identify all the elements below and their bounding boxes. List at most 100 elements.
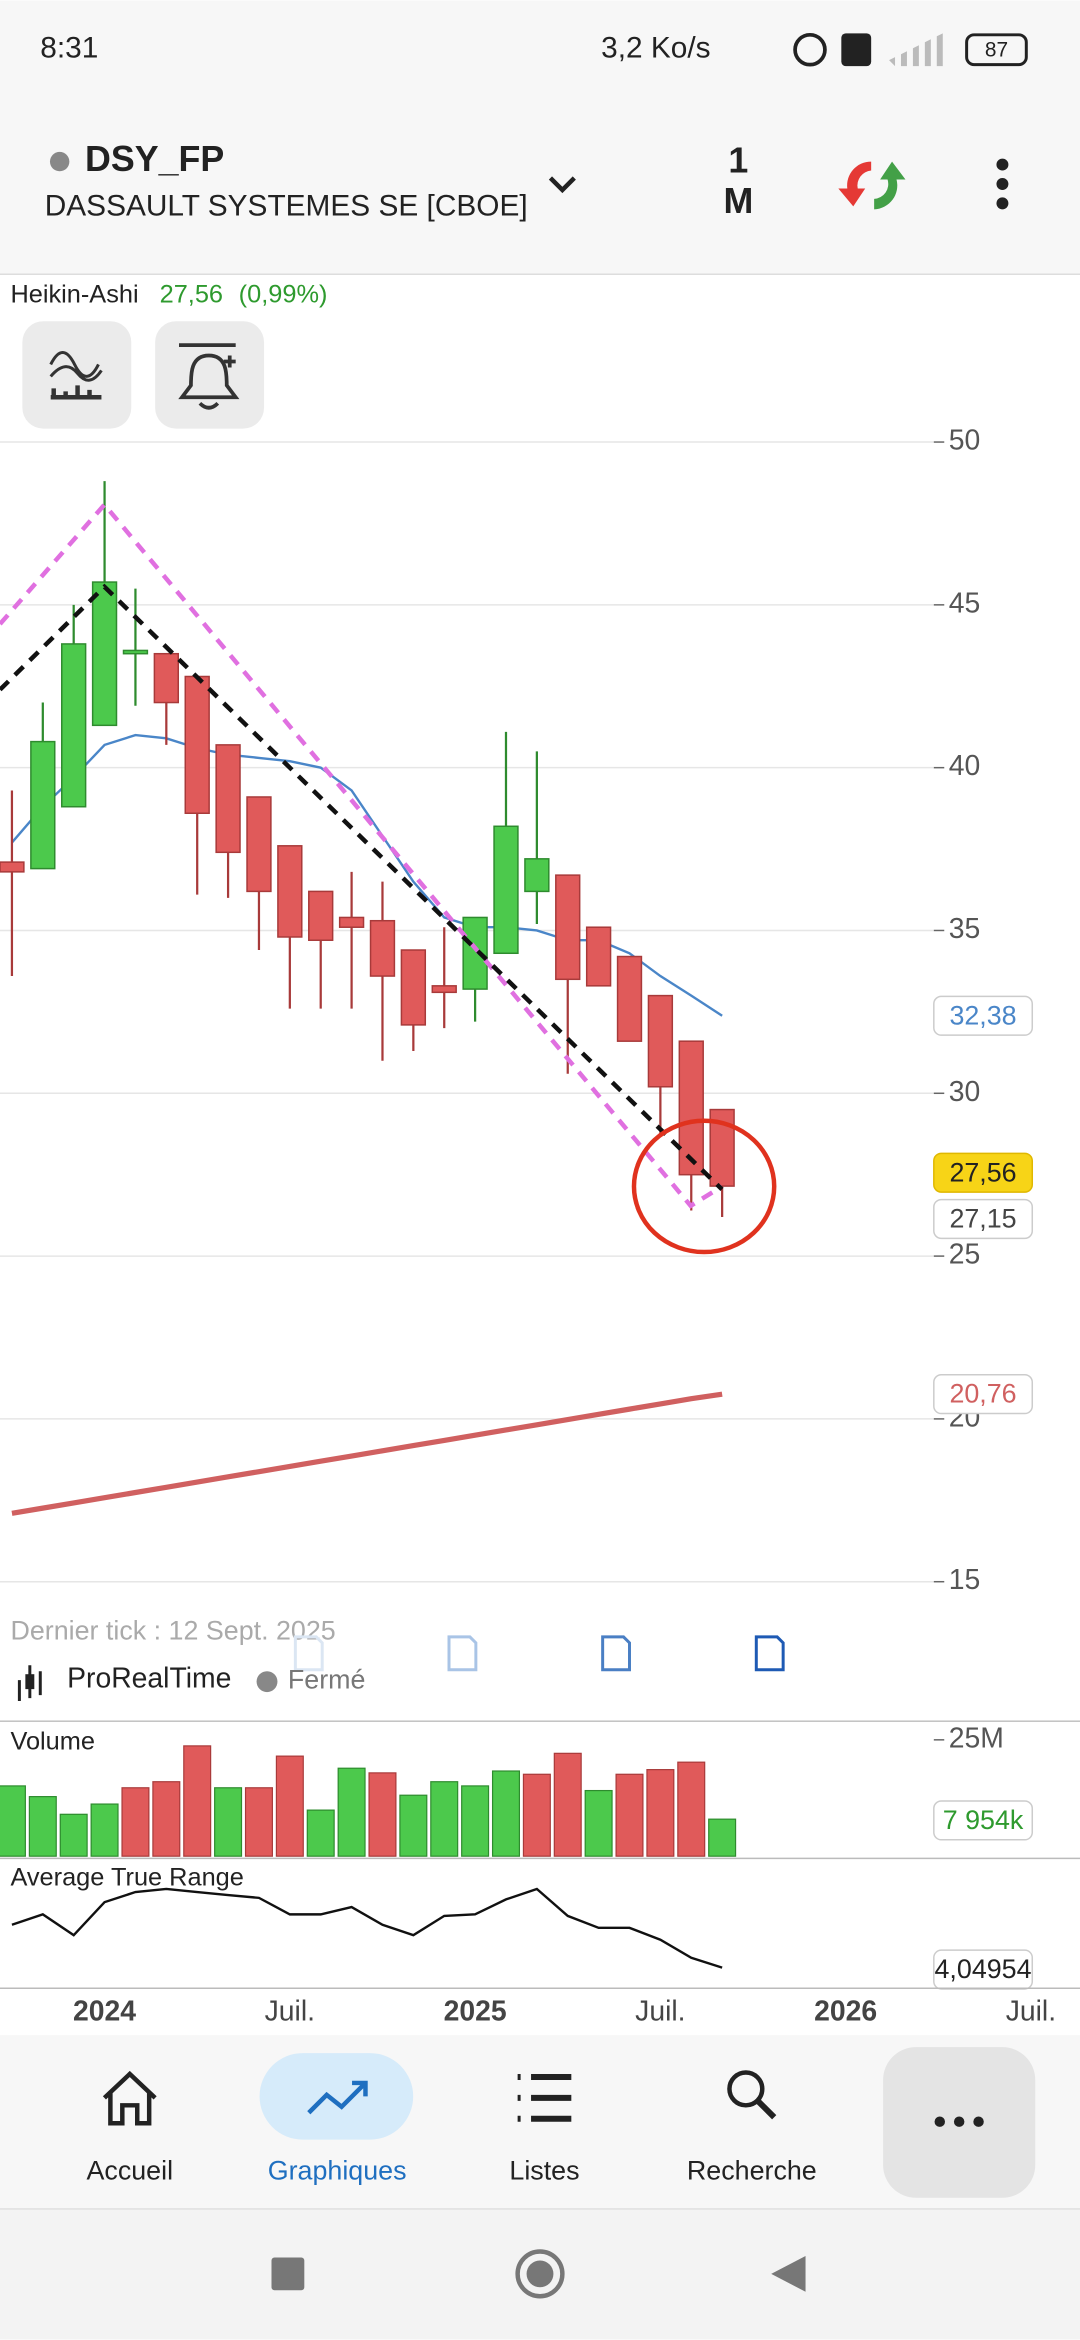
header	[0, 97, 1080, 274]
y-tick-label: 30	[949, 1076, 981, 1108]
volume-bar	[121, 1787, 150, 1857]
trend-line-black	[0, 583, 724, 1191]
volume-bar	[430, 1781, 459, 1857]
volume-bar	[244, 1787, 273, 1857]
menu-dots[interactable]	[996, 158, 1009, 210]
x-tick-label: 2025	[444, 1995, 507, 2027]
ma-label-box	[933, 995, 1034, 1036]
ma-label: 32,38	[949, 1000, 1016, 1030]
atr-line	[11, 1887, 723, 1969]
chart-type-label: Heikin-Ashi	[10, 281, 138, 309]
indicators-button[interactable]	[22, 321, 132, 429]
volume-bar	[183, 1745, 212, 1857]
y-tick-label: 40	[949, 750, 981, 782]
volume-bar	[553, 1752, 582, 1857]
candle-body	[308, 890, 334, 941]
volume-bar	[28, 1796, 57, 1857]
volume-bar	[522, 1773, 551, 1857]
volume-label: 7 954k	[943, 1805, 1024, 1835]
alert-button[interactable]	[155, 321, 265, 429]
home-button[interactable]	[515, 2249, 565, 2299]
market-state: Fermé	[288, 1665, 366, 1695]
last-price-label: 27,56	[949, 1157, 1016, 1187]
volume-bar	[152, 1781, 181, 1857]
nav-label[interactable]: Accueil	[87, 2156, 174, 2186]
instrument-name[interactable]: DASSAULT SYSTEMES SE [CBOE]	[45, 190, 528, 223]
status-speed: 3,2 Ko/s	[601, 32, 710, 65]
last-price: 27,56	[160, 281, 223, 309]
period-number[interactable]: 1	[728, 141, 748, 181]
candle-body	[61, 643, 87, 808]
volume-bar	[214, 1787, 243, 1857]
last-price-label-box	[933, 1152, 1034, 1193]
brand: ProRealTime	[67, 1663, 231, 1695]
candle-body	[493, 825, 519, 955]
moving-average	[11, 1391, 723, 1516]
ma-label: 20,76	[949, 1379, 1016, 1409]
nav-label[interactable]: Recherche	[687, 2156, 817, 2186]
atr-label: 4,04954	[935, 1954, 1032, 1984]
candle-body	[585, 926, 612, 987]
candle-body	[30, 740, 56, 870]
close-label: 27,15	[949, 1204, 1016, 1234]
volume-bar	[677, 1761, 706, 1857]
x-tick-label: Juil.	[1006, 1995, 1056, 2027]
last-tick: Dernier tick : 12 Sept. 2025	[10, 1616, 335, 1646]
volume-bar	[461, 1785, 490, 1857]
lists-icon	[517, 2073, 572, 2122]
y-tick-label: 50	[949, 425, 981, 457]
x-tick-label: Juil.	[635, 1995, 685, 2027]
market-dot	[49, 151, 70, 172]
home-button-dot	[526, 2260, 554, 2288]
candle-body	[616, 955, 643, 1042]
price-change: (0,99%)	[239, 281, 328, 309]
signal-icon	[889, 33, 943, 67]
news-icons[interactable]	[293, 1635, 785, 1672]
candle-body	[369, 919, 396, 977]
volume-bar	[399, 1794, 428, 1857]
charts-pill[interactable]	[259, 2053, 414, 2140]
atr-title: Average True Range	[10, 1863, 243, 1891]
candle-body	[215, 744, 241, 854]
candle-body	[91, 581, 118, 727]
refresh-icon-red[interactable]	[838, 161, 872, 207]
battery-icon	[965, 33, 1028, 67]
ma-label-box	[933, 1374, 1034, 1415]
nav-label[interactable]: Listes	[509, 2156, 579, 2186]
candle-body	[246, 796, 272, 893]
x-tick-label: Juil.	[265, 1995, 315, 2027]
recents-button[interactable]	[271, 2257, 305, 2291]
volume-bar	[491, 1770, 521, 1857]
candle-body	[678, 1040, 704, 1176]
indicators-icon	[49, 351, 103, 382]
nav-label[interactable]: Graphiques	[268, 2156, 407, 2186]
volume-bar	[615, 1773, 644, 1857]
home-icon	[102, 2070, 157, 2126]
brand-icon-body	[25, 1674, 35, 1690]
back-button[interactable]	[771, 2255, 806, 2292]
candle-body	[122, 649, 149, 655]
y-tick-label: 15	[949, 1564, 981, 1596]
more-dots	[934, 2116, 984, 2127]
symbol[interactable]: DSY_FP	[85, 139, 224, 179]
candle-body	[184, 675, 210, 814]
x-tick-label: 2026	[814, 1995, 877, 2027]
candle-body	[555, 874, 581, 981]
search-icon	[727, 2070, 765, 2108]
close-label-box	[933, 1198, 1034, 1240]
dropdown-chevron[interactable]	[548, 176, 576, 194]
refresh-icon-green[interactable]	[874, 161, 906, 210]
market-state-dot	[256, 1671, 278, 1693]
status-time: 8:31	[40, 32, 98, 65]
candle-body	[400, 949, 427, 1026]
highlight-circle	[631, 1118, 777, 1255]
period-unit[interactable]: M	[723, 181, 753, 221]
volte-icon	[841, 33, 872, 67]
moving-average	[11, 733, 723, 1017]
x-tick-label: 2024	[73, 1995, 136, 2027]
volume-title: Volume	[10, 1728, 95, 1756]
volume-bar	[646, 1769, 675, 1857]
volume-bar	[275, 1755, 304, 1857]
battery-level: 87	[985, 39, 1008, 62]
candle-body	[647, 994, 674, 1088]
